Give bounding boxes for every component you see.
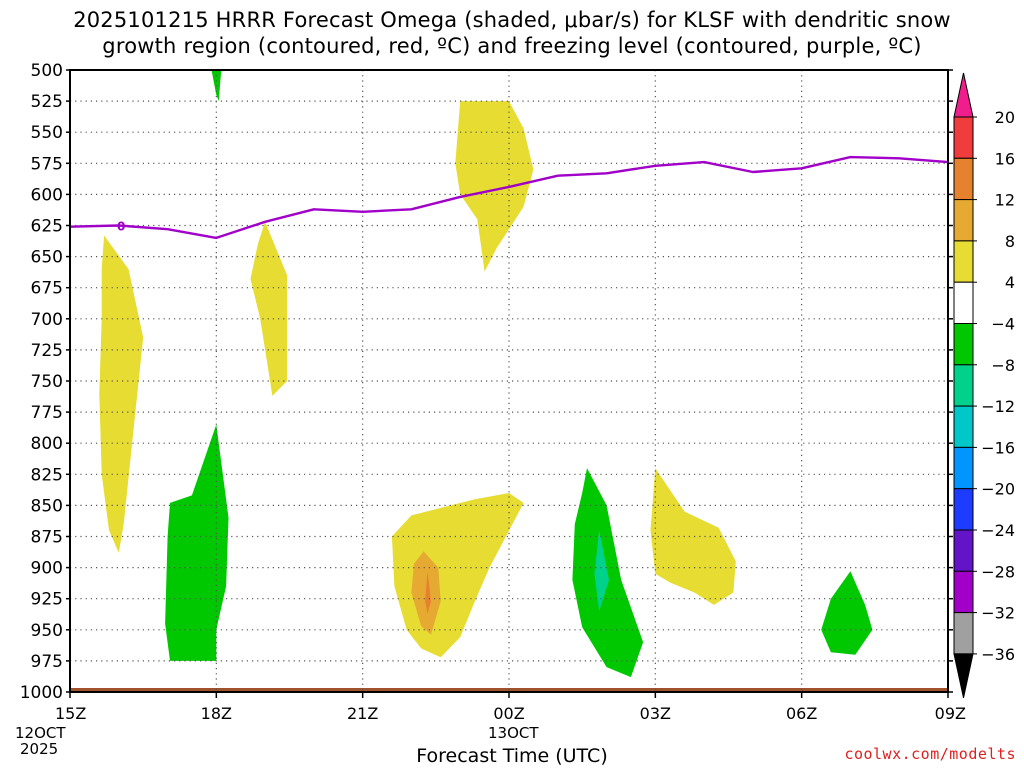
colorbar-bottom-triangle xyxy=(953,653,974,699)
y-tick-label-1000: 1000 xyxy=(20,683,63,703)
omega-region-11 xyxy=(821,571,873,655)
x-tick-label-00Z: 00Z xyxy=(493,704,524,723)
omega-region-0 xyxy=(99,235,144,553)
colorbar-band-9 xyxy=(953,488,974,531)
x-tick-label-09Z: 09Z xyxy=(935,704,966,723)
y-tick-label-750: 750 xyxy=(31,372,63,392)
omega-fill-layer xyxy=(99,70,873,678)
freezing-level-line xyxy=(69,155,949,240)
y-tick-label-500: 500 xyxy=(31,61,63,81)
chart-title-line-2: growth region (contoured, red, ºC) and f… xyxy=(102,34,922,58)
colorbar-band-5 xyxy=(953,323,974,366)
x-tick-date-12oct: 12OCT xyxy=(15,724,66,742)
colorbar-label--4: −4 xyxy=(991,315,1015,334)
y-tick-label-575: 575 xyxy=(31,154,63,174)
colorbar-top-triangle xyxy=(953,72,974,118)
y-tick-label-825: 825 xyxy=(31,465,63,485)
colorbar-band-0 xyxy=(953,116,974,159)
omega-region-9 xyxy=(572,468,644,678)
grid-layer xyxy=(70,70,948,692)
omega-region-3 xyxy=(391,493,524,658)
colorbar-label-16: 16 xyxy=(995,149,1015,168)
x-tick-label-03Z: 03Z xyxy=(640,704,671,723)
colorbar-band-1 xyxy=(953,157,974,201)
colorbar-label--20: −20 xyxy=(981,480,1015,499)
y-tick-label-625: 625 xyxy=(31,217,63,237)
colorbar-label--8: −8 xyxy=(991,356,1015,375)
y-tick-label-675: 675 xyxy=(31,279,63,299)
omega-region-10 xyxy=(594,530,609,612)
colorbar-label--36: −36 xyxy=(981,645,1015,664)
colorbar-band-4 xyxy=(953,281,974,325)
colorbar-band-7 xyxy=(953,405,974,448)
omega-region-6 xyxy=(650,468,736,605)
y-tick-label-900: 900 xyxy=(31,559,63,579)
colorbar-label--16: −16 xyxy=(981,438,1015,457)
omega-region-7 xyxy=(165,424,229,661)
freezing-level-layer: 0 xyxy=(69,155,949,240)
colorbar-band-3 xyxy=(953,240,974,283)
y-tick-label-925: 925 xyxy=(31,590,63,610)
colorbar-band-2 xyxy=(953,199,974,242)
y-tick-label-975: 975 xyxy=(31,652,63,672)
y-tick-label-650: 650 xyxy=(31,248,63,268)
y-tick-label-725: 725 xyxy=(31,341,63,361)
colorbar-label-4: 4 xyxy=(1005,273,1015,292)
colorbar: 20 16 12 8 4 −4 −8 −12 −16 −20 −24 −28 −32 −36 xyxy=(953,72,1015,699)
y-tick-label-700: 700 xyxy=(31,310,63,330)
x-tick-label-18Z: 18Z xyxy=(201,704,232,723)
colorbar-label--12: −12 xyxy=(981,397,1015,416)
y-tick-label-550: 550 xyxy=(31,123,63,143)
colorbar-band-10 xyxy=(953,529,974,572)
omega-region-2 xyxy=(455,101,534,272)
y-tick-label-775: 775 xyxy=(31,403,63,423)
y-tick-label-525: 525 xyxy=(31,92,63,112)
x-tick-year: 2025 xyxy=(20,740,59,758)
omega-region-5 xyxy=(425,571,431,614)
x-axis: 15Z 18Z 21Z 00Z 03Z 06Z 09Z xyxy=(55,692,966,723)
colorbar-label--24: −24 xyxy=(981,521,1015,540)
ground-strip xyxy=(70,688,948,693)
colorbar-band-8 xyxy=(953,446,974,490)
y-tick-label-600: 600 xyxy=(31,185,63,205)
chart-title-line-1: 2025101215 HRRR Forecast Omega (shaded, … xyxy=(73,8,951,32)
colorbar-label--28: −28 xyxy=(981,562,1015,581)
y-axis: 500 525 550 575 600 625 650 675 700 725 750 775 800 8… xyxy=(20,61,953,703)
x-tick-date-13oct: 13OCT xyxy=(488,724,539,742)
colorbar-label--32: −32 xyxy=(981,604,1015,623)
y-tick-label-850: 850 xyxy=(31,496,63,516)
colorbar-label-12: 12 xyxy=(995,191,1015,210)
freezing-level-label: 0 xyxy=(117,220,125,234)
colorbar-band-6 xyxy=(953,364,974,407)
x-tick-label-06Z: 06Z xyxy=(786,704,817,723)
y-tick-label-875: 875 xyxy=(31,528,63,548)
colorbar-band-11 xyxy=(953,570,974,614)
omega-region-1 xyxy=(250,221,288,396)
x-tick-label-15Z: 15Z xyxy=(55,704,86,723)
x-axis-title: Forecast Time (UTC) xyxy=(416,745,608,767)
y-tick-label-800: 800 xyxy=(31,434,63,454)
colorbar-band-12 xyxy=(953,612,974,655)
y-tick-label-950: 950 xyxy=(31,621,63,641)
omega-region-8 xyxy=(211,70,222,102)
ground-layer xyxy=(70,688,948,693)
x-tick-label-21Z: 21Z xyxy=(347,704,378,723)
site-credit-link[interactable]: coolwx.com/modelts xyxy=(844,745,1016,763)
colorbar-label-8: 8 xyxy=(1005,232,1015,251)
colorbar-label-20: 20 xyxy=(995,108,1015,127)
